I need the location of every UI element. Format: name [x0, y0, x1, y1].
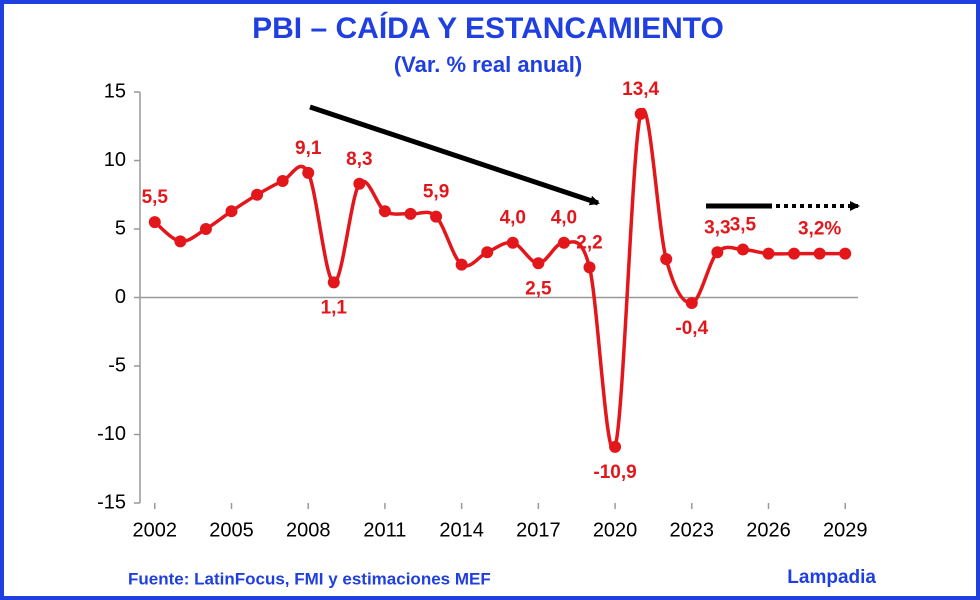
point: [276, 175, 289, 188]
point: [762, 247, 775, 260]
point: [148, 216, 161, 229]
x-tick-label: 2008: [286, 519, 331, 541]
x-tick-label: 2020: [593, 519, 638, 541]
point: [302, 166, 315, 179]
value-label: -10,9: [593, 462, 636, 483]
y-tick-label: -5: [108, 354, 126, 376]
x-tick-label: 2002: [133, 519, 178, 541]
value-label: 9,1: [295, 138, 322, 159]
x-tick-label: 2023: [670, 519, 715, 541]
point: [813, 247, 826, 260]
value-label: 8,3: [346, 149, 372, 170]
point: [788, 247, 801, 260]
y-tick-label: 15: [104, 80, 126, 102]
point: [660, 253, 673, 266]
x-tick-label: 2017: [516, 519, 561, 541]
point: [711, 246, 724, 259]
point: [378, 205, 391, 218]
point: [506, 236, 519, 249]
x-tick-label: 2005: [209, 519, 254, 541]
value-label: 1,1: [321, 297, 348, 318]
point: [583, 261, 596, 274]
value-label: 2,5: [525, 278, 552, 299]
point: [532, 257, 545, 270]
point: [174, 235, 187, 248]
x-tick-label: 2011: [363, 519, 406, 541]
point: [634, 107, 647, 120]
y-tick-label: -10: [97, 423, 126, 445]
point: [839, 247, 852, 260]
trend-arrow: [309, 104, 600, 206]
point: [609, 440, 622, 453]
x-tick-label: 2026: [746, 519, 791, 541]
chart-subtitle: (Var. % real anual): [394, 52, 582, 77]
point: [430, 210, 443, 223]
y-tick-label: -15: [97, 491, 126, 513]
point: [199, 223, 212, 235]
value-label: 4,0: [551, 208, 577, 229]
point: [353, 177, 366, 190]
point: [225, 205, 238, 218]
value-label: 3,5: [730, 215, 757, 236]
point: [685, 296, 698, 309]
point: [327, 276, 340, 289]
value-label: 13,4: [622, 79, 659, 100]
chart-title: PBI – CAÍDA Y ESTANCAMIENTO: [252, 11, 724, 45]
y-tick-label: 10: [104, 149, 126, 171]
source: Fuente: LatinFocus, FMI y estimaciones M…: [128, 569, 491, 588]
value-label: 3,3: [704, 217, 730, 238]
y-tick-label: 5: [115, 217, 126, 239]
point: [455, 258, 468, 271]
x-tick-label: 2014: [439, 519, 484, 541]
point: [736, 243, 749, 256]
value-label: 5,5: [142, 187, 169, 208]
value-label: 4,0: [500, 208, 526, 229]
value-label: 5,9: [423, 182, 449, 203]
x-tick-label: 2029: [823, 519, 868, 541]
point: [404, 207, 417, 220]
point: [251, 188, 264, 201]
point: [481, 246, 494, 259]
value-label: -0,4: [675, 318, 708, 339]
point: [557, 236, 570, 249]
y-tick-label: 0: [115, 286, 126, 308]
value-label: 3,2%: [798, 219, 841, 240]
brand: Lampadia: [787, 567, 876, 588]
value-label: 2,2: [576, 232, 602, 253]
